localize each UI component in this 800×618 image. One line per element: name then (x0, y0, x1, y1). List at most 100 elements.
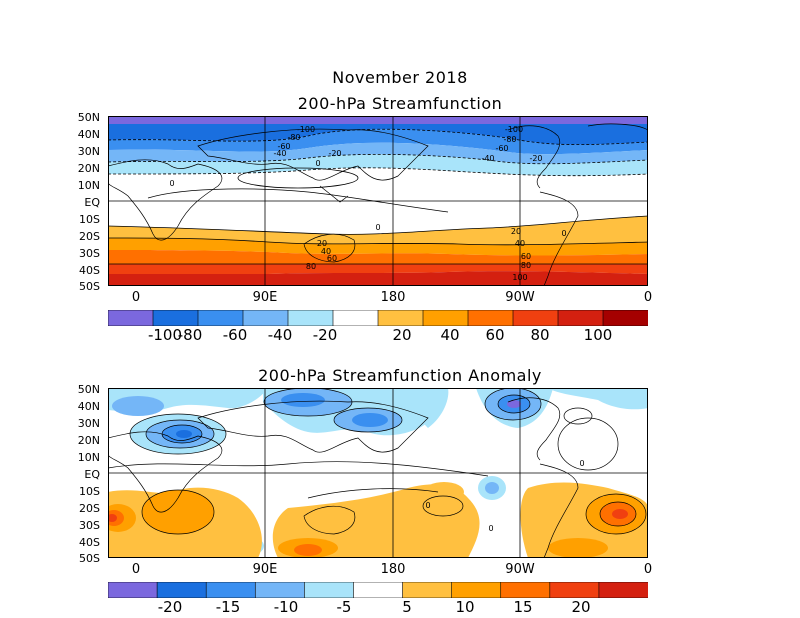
p1-cb-label-20: 20 (392, 326, 412, 344)
p2-cb-label-m20: -20 (157, 598, 183, 616)
p1-label-m20b: -20 (529, 154, 542, 163)
p2-colorbar-swatch-7 (451, 581, 502, 599)
p2-cb-label-10: 10 (455, 598, 475, 616)
p2-cb-label-m10: -10 (273, 598, 299, 616)
p1-label-m100b: -100 (505, 125, 523, 134)
p2-lat-eq: EQ (84, 468, 100, 481)
p1-label-m20a: -20 (328, 149, 341, 158)
p1-cb-label-m60: -60 (222, 326, 248, 344)
p1-label-m80b: -80 (503, 135, 516, 144)
p1-lon-180: 180 (380, 290, 406, 305)
p2-lat-50n: 50N (77, 383, 100, 396)
panel1-map: -100 -80 -60 -40 -20 0 0 0 -100 -80 -60 … (108, 116, 648, 286)
p1-lat-40n: 40N (77, 128, 100, 141)
p2-colorbar-swatch-0 (107, 581, 158, 599)
figure-title: November 2018 (332, 68, 468, 87)
p2-lat-20s: 20S (79, 502, 100, 515)
panel2-colorbar (107, 581, 649, 599)
p1-lat-50s: 50S (79, 280, 100, 293)
p1-label-0d: 0 (561, 229, 566, 238)
p2-colorbar-swatch-9 (549, 581, 600, 599)
p1-lat-eq: EQ (84, 196, 100, 209)
p2-label-0c: 0 (579, 459, 584, 468)
p2-label-0a: 0 (425, 501, 430, 510)
p1-cb-label-60: 60 (485, 326, 505, 344)
p1-lat-40s: 40S (79, 264, 100, 277)
p2-lat-20n: 20N (77, 434, 100, 447)
p1-cb-label-m100: -100 (147, 326, 183, 344)
p2-colorbar-swatch-8 (500, 581, 551, 599)
p2-lat-40s: 40S (79, 536, 100, 549)
p2-colorbar-swatch-10 (598, 581, 649, 599)
p2-colorbar-swatch-4 (304, 581, 355, 599)
p2-colorbar-swatch-6 (402, 581, 453, 599)
panel2-title: 200-hPa Streamfunction Anomaly (258, 366, 542, 385)
p2-lat-30n: 30N (77, 417, 100, 430)
panel1-colorbar (107, 309, 649, 327)
p2-colorbar-swatch-5 (353, 581, 404, 599)
p1-cb-label-40: 40 (440, 326, 460, 344)
p1-lat-30s: 30S (79, 247, 100, 260)
p1-colorbar-swatch-8 (467, 309, 514, 327)
panel1-title: 200-hPa Streamfunction (297, 94, 503, 113)
p1-cb-label-m20: -20 (312, 326, 338, 344)
p1-label-0a: 0 (315, 159, 320, 168)
p2-cb-label-15: 15 (513, 598, 533, 616)
p1-label-40b: 40 (515, 239, 525, 248)
p1-colorbar-swatch-11 (602, 309, 649, 327)
p2-lon-90w: 90W (505, 562, 535, 577)
p1-label-m60b: -60 (495, 144, 508, 153)
p1-label-m60a: -60 (277, 142, 290, 151)
p2-colorbar-swatch-1 (156, 581, 207, 599)
p1-label-m80a: -80 (287, 133, 300, 142)
p1-cb-label-100: 100 (583, 326, 613, 344)
p2-colorbar-swatch-2 (205, 581, 257, 599)
p1-colorbar-swatch-5 (332, 309, 379, 327)
p2-lat-10s: 10S (79, 485, 100, 498)
p1-colorbar-swatch-10 (557, 309, 604, 327)
p1-colorbar-swatch-9 (512, 309, 559, 327)
p1-colorbar-swatch-2 (197, 309, 244, 327)
p1-lat-20s: 20S (79, 230, 100, 243)
p1-cb-label-m40: -40 (267, 326, 293, 344)
p1-label-m40a: -40 (273, 149, 286, 158)
p1-lon-90w: 90W (505, 290, 535, 305)
p1-label-80b: 80 (521, 261, 531, 270)
p2-cb-label-5: 5 (402, 598, 412, 616)
p1-label-60b: 60 (521, 252, 531, 261)
p1-label-m40b: -40 (481, 154, 494, 163)
p1-colorbar-swatch-1 (152, 309, 199, 327)
p1-colorbar-swatch-7 (422, 309, 469, 327)
p2-lon-0a: 0 (131, 562, 141, 577)
p1-lat-10s: 10S (79, 213, 100, 226)
p1-label-20b: 20 (511, 227, 521, 236)
p2-lat-10n: 10N (77, 451, 100, 464)
p1-lon-0a: 0 (131, 290, 141, 305)
p1-lon-90e: 90E (252, 290, 278, 305)
p2-lon-180: 180 (380, 562, 406, 577)
p1-label-0b: 0 (169, 179, 174, 188)
p2-label-0b: 0 (488, 524, 493, 533)
p1-label-80a: 80 (306, 262, 316, 271)
p1-colorbar-swatch-4 (287, 309, 334, 327)
p2-lat-50s: 50S (79, 552, 100, 565)
p1-label-100: 100 (512, 273, 527, 282)
p1-lat-10n: 10N (77, 179, 100, 192)
p2-lat-40n: 40N (77, 400, 100, 413)
p1-colorbar-swatch-6 (377, 309, 424, 327)
p1-label-20a: 20 (317, 239, 327, 248)
p1-label-40a: 40 (321, 247, 331, 256)
p1-label-m100a: -100 (297, 125, 315, 134)
p2-colorbar-swatch-3 (254, 581, 306, 599)
p2-cb-label-20: 20 (571, 598, 591, 616)
p2-cb-label-m15: -15 (215, 598, 241, 616)
p2-cb-label-m5: -5 (336, 598, 352, 616)
p1-lat-20n: 20N (77, 162, 100, 175)
p1-label-60a: 60 (327, 254, 337, 263)
p1-cb-label-80: 80 (530, 326, 550, 344)
p1-lat-30n: 30N (77, 145, 100, 158)
p1-colorbar-swatch-0 (107, 309, 154, 327)
p2-lon-0b: 0 (643, 562, 653, 577)
p1-lon-0b: 0 (643, 290, 653, 305)
p2-lat-30s: 30S (79, 519, 100, 532)
